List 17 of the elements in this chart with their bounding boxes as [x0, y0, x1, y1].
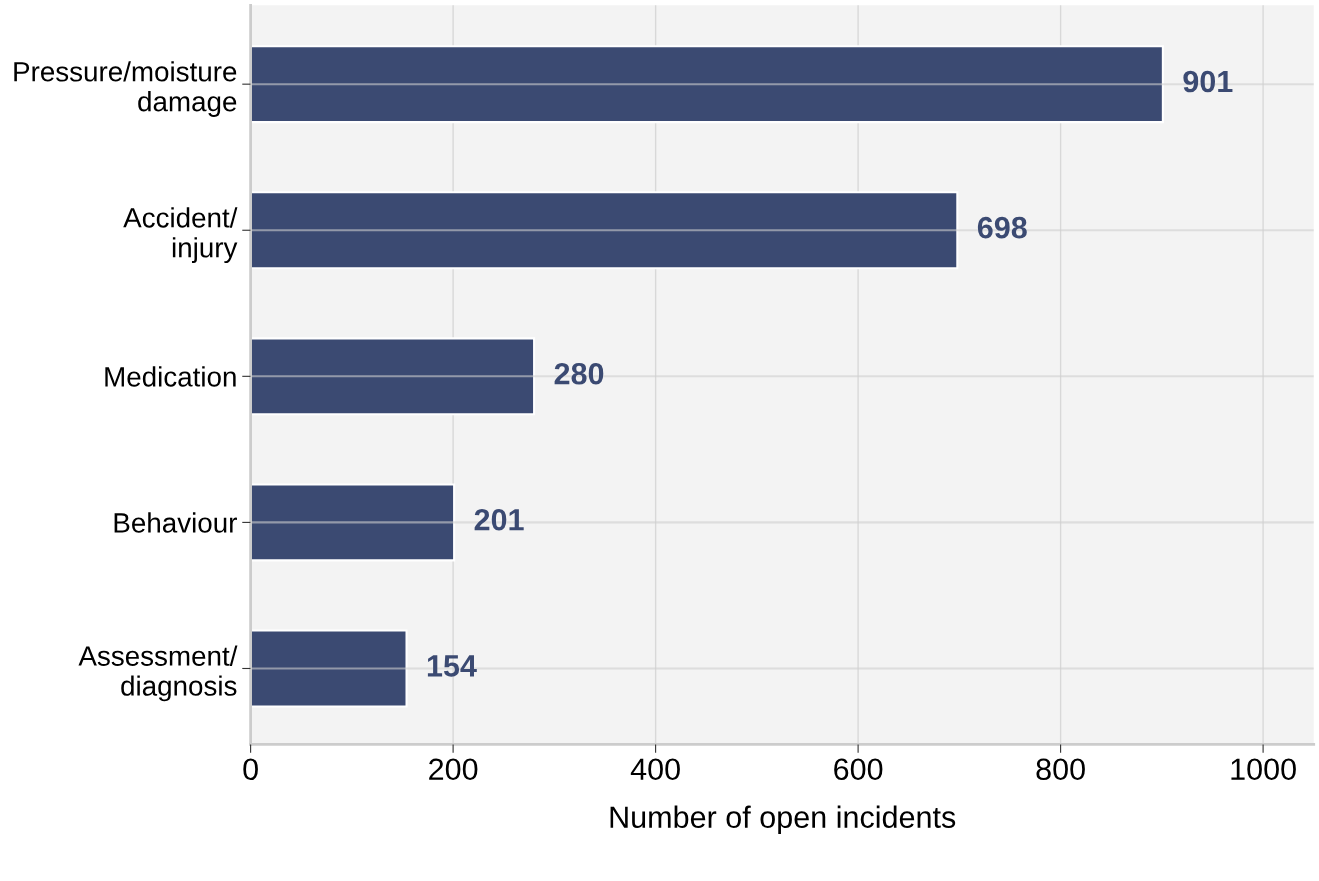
y-tick-label: Pressure/moisture damage — [14, 61, 237, 117]
x-tick-label: 800 — [1036, 758, 1085, 781]
data-label: 154 — [427, 655, 477, 677]
y-tick-label: Accident/ injury — [123, 207, 238, 264]
data-label: 201 — [474, 508, 524, 531]
data-label: 698 — [977, 216, 1027, 239]
y-tick-label: Assessment/ diagnosis — [78, 645, 238, 702]
x-tick-label: 600 — [834, 758, 883, 781]
y-tick-label: Behaviour — [114, 512, 237, 533]
x-tick-label: 400 — [630, 758, 680, 781]
x-tick-label: 0 — [243, 758, 258, 781]
x-tick-label: 1000 — [1231, 758, 1296, 781]
x-axis-title: Number of open incidents — [610, 805, 956, 835]
y-tick-label: Medication — [105, 366, 236, 387]
data-label: 280 — [554, 362, 604, 385]
data-label: 901 — [1183, 70, 1233, 93]
x-tick-label: 200 — [429, 758, 478, 781]
